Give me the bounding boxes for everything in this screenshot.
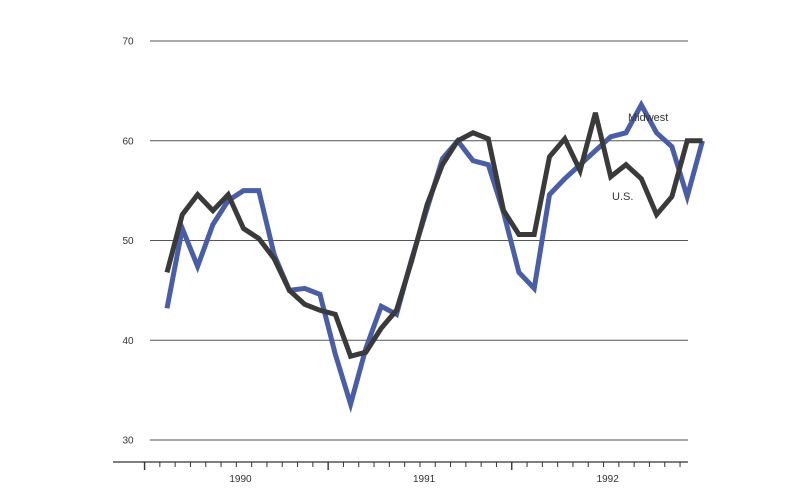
y-tick-label: 40 (122, 336, 134, 347)
x-year-label: 1991 (413, 474, 436, 485)
y-tick-label: 70 (122, 37, 134, 48)
y-tick-labels: 30 40 50 60 70 (122, 37, 134, 447)
series-label-midwest: Midwest (628, 112, 668, 124)
x-axis: 1990 1991 1992 (113, 461, 688, 485)
series-label-us: U.S. (612, 191, 633, 203)
y-tick-label: 60 (122, 136, 134, 147)
y-tick-label: 50 (122, 236, 134, 247)
y-tick-label: 30 (122, 436, 134, 447)
series-layer (164, 99, 705, 414)
series-line-us (164, 112, 703, 360)
x-year-label: 1992 (597, 474, 620, 485)
legend: Midwest U.S. (612, 112, 668, 203)
x-year-label: 1990 (229, 474, 252, 485)
series-line-midwest (164, 99, 705, 414)
